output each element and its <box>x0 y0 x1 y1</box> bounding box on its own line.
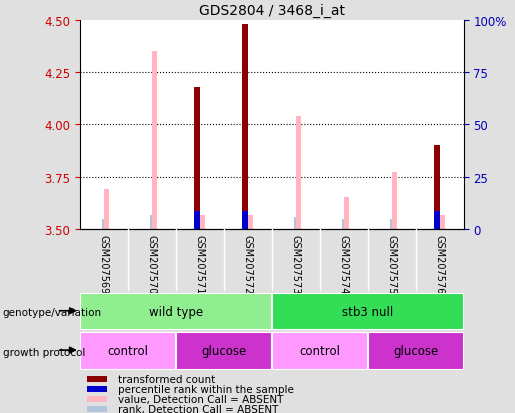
Text: GSM207573: GSM207573 <box>290 234 301 293</box>
Bar <box>344 198 349 229</box>
Bar <box>272 293 464 330</box>
Text: transformed count: transformed count <box>118 374 215 384</box>
Bar <box>296 116 301 229</box>
Title: GDS2804 / 3468_i_at: GDS2804 / 3468_i_at <box>199 4 345 18</box>
Text: GSM207571: GSM207571 <box>195 234 205 293</box>
Bar <box>294 218 298 229</box>
Bar <box>80 293 272 330</box>
Text: glucose: glucose <box>393 344 438 358</box>
Bar <box>390 219 393 229</box>
Bar <box>248 216 253 229</box>
Bar <box>176 332 272 370</box>
Bar <box>246 218 250 229</box>
Bar <box>80 332 176 370</box>
Bar <box>88 396 107 402</box>
Bar <box>102 220 106 229</box>
Bar <box>341 220 346 229</box>
Text: GSM207576: GSM207576 <box>435 234 444 293</box>
Bar <box>368 332 464 370</box>
Text: stb3 null: stb3 null <box>342 305 393 318</box>
Bar <box>438 218 441 229</box>
Bar <box>88 406 107 412</box>
Bar <box>152 52 157 229</box>
Bar <box>200 216 205 229</box>
Text: GSM207574: GSM207574 <box>338 234 349 293</box>
Bar <box>194 88 200 229</box>
Text: glucose: glucose <box>201 344 246 358</box>
Text: GSM207572: GSM207572 <box>243 234 253 294</box>
Text: GSM207575: GSM207575 <box>387 234 397 294</box>
Bar <box>434 146 439 229</box>
Bar <box>440 216 445 229</box>
Bar <box>104 190 109 229</box>
Bar <box>150 216 153 229</box>
Text: growth protocol: growth protocol <box>3 347 85 357</box>
Bar <box>88 386 107 392</box>
Text: wild type: wild type <box>149 305 203 318</box>
Text: percentile rank within the sample: percentile rank within the sample <box>118 384 294 394</box>
Text: rank, Detection Call = ABSENT: rank, Detection Call = ABSENT <box>118 404 279 413</box>
Text: GSM207569: GSM207569 <box>99 234 109 293</box>
Text: GSM207570: GSM207570 <box>147 234 157 293</box>
Bar <box>194 212 200 229</box>
Bar <box>88 376 107 382</box>
Text: control: control <box>107 344 148 358</box>
Text: genotype/variation: genotype/variation <box>3 308 101 318</box>
Bar <box>272 332 368 370</box>
Text: value, Detection Call = ABSENT: value, Detection Call = ABSENT <box>118 394 284 404</box>
Text: control: control <box>299 344 340 358</box>
Bar <box>242 25 248 229</box>
Bar <box>392 173 397 229</box>
Bar <box>198 218 202 229</box>
Bar <box>434 212 439 229</box>
Bar <box>242 212 248 229</box>
